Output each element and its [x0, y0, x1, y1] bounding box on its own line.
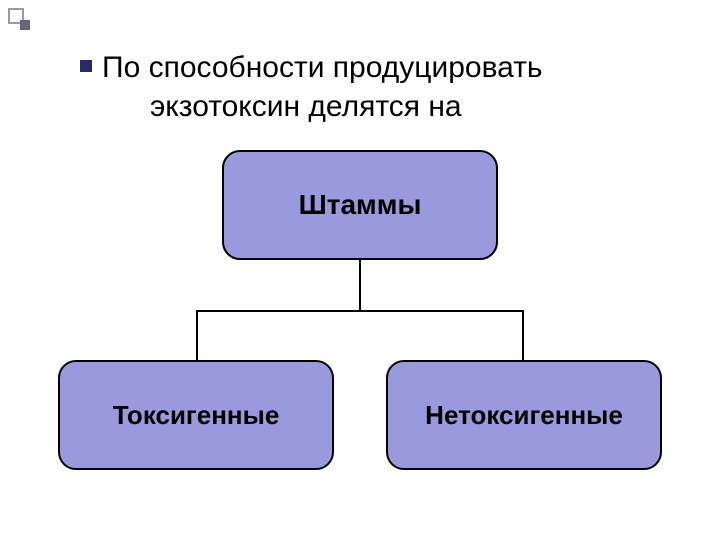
heading-line1: По способности продуцировать: [102, 51, 543, 84]
node-child-right-label: Нетоксигенные: [425, 400, 623, 431]
node-child-right: Нетоксигенные: [386, 360, 662, 470]
decoration-square-small: [20, 20, 30, 30]
connector-vertical-right: [522, 310, 524, 360]
connector-horizontal: [196, 310, 524, 312]
node-root-label: Штаммы: [299, 189, 422, 221]
heading-line2: экзотоксин делятся на: [80, 87, 680, 126]
bullet-icon: [80, 60, 92, 72]
connector-vertical-left: [196, 310, 198, 360]
connector-vertical-root: [359, 260, 361, 310]
node-child-left: Токсигенные: [58, 360, 334, 470]
heading: По способности продуцировать экзотоксин …: [80, 48, 680, 126]
node-root: Штаммы: [222, 150, 498, 260]
node-child-left-label: Токсигенные: [113, 400, 280, 431]
